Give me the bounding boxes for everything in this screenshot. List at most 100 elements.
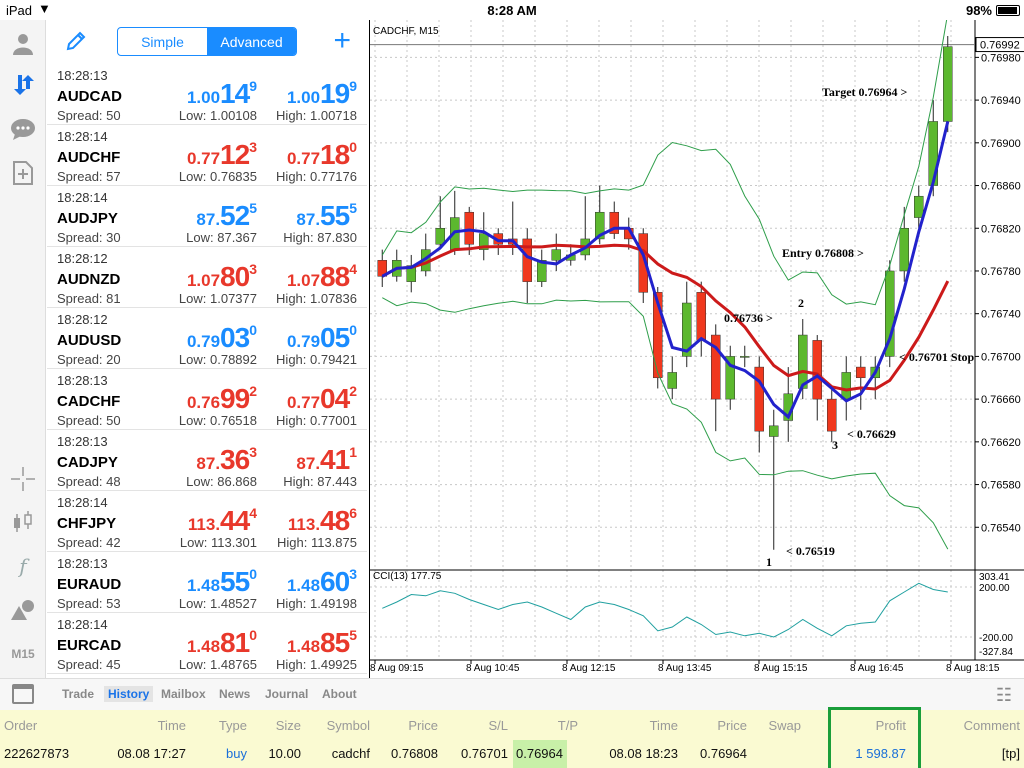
candle	[638, 233, 648, 293]
quote-spread: Spread: 42	[57, 535, 121, 550]
quote-row[interactable]: 18:28:14 EURCAD 1.48810 1.48855 Spread: 45 Lo…	[47, 613, 367, 674]
bid-price: 0.79030	[186, 322, 257, 353]
timeframe-button[interactable]: M15	[11, 647, 35, 661]
ask-price: 1.48855	[286, 627, 357, 658]
calendar-icon[interactable]	[12, 684, 34, 704]
ask-price: 0.77042	[286, 383, 357, 414]
tab-about[interactable]: About	[322, 687, 357, 701]
quotes-panel: Simple Advanced + 18:28:13 AUDCAD 1.00149 1…	[47, 20, 367, 675]
col-header[interactable]: Size	[275, 718, 301, 733]
new-document-icon[interactable]	[8, 158, 38, 188]
advanced-tab[interactable]: Advanced	[207, 28, 296, 55]
candle	[479, 233, 489, 250]
edit-icon[interactable]	[65, 30, 89, 54]
bid-price: 1.48550	[186, 566, 257, 597]
quote-symbol: EURAUD	[57, 576, 122, 593]
price-label: 0.76580	[981, 480, 1021, 492]
col-header[interactable]: Comment	[963, 718, 1020, 733]
account-icon[interactable]	[8, 28, 38, 58]
tab-news[interactable]: News	[219, 687, 251, 701]
quote-row[interactable]: 18:28:14 AUDJPY 87.525 87.555 Spread: 30 Low:…	[47, 186, 367, 247]
quote-spread: Spread: 20	[57, 352, 121, 367]
quote-low: Low: 0.78892	[178, 352, 257, 367]
col-header[interactable]: Time	[157, 718, 186, 733]
cci-label: CCI(13) 177.75	[373, 571, 442, 582]
tab-history[interactable]: History	[104, 686, 154, 702]
profit-highlight-box	[828, 707, 921, 768]
col-header[interactable]: S/L	[488, 718, 508, 733]
chart-type-icon[interactable]	[8, 507, 38, 537]
quote-high: High: 1.07836	[276, 291, 357, 306]
price-chart[interactable]: 0.76980 0.76940 0.76900 0.76860 0.76820 0.767…	[370, 20, 1024, 678]
quotes-icon[interactable]	[8, 70, 38, 100]
quote-high: High: 0.79421	[276, 352, 357, 367]
indicators-icon[interactable]: f	[19, 554, 27, 578]
col-header[interactable]: Profit	[875, 718, 906, 733]
quote-row[interactable]: 18:28:12 AUDNZD 1.07803 1.07884 Spread: 81 Lo…	[47, 247, 367, 308]
candle	[609, 211, 619, 234]
toolbox-tabs: Trade History Mailbox News Journal About ☷	[0, 678, 1024, 710]
quote-spread: Spread: 57	[57, 169, 121, 184]
quote-time: 18:28:14	[57, 129, 108, 144]
quote-symbol: CHFJPY	[57, 515, 117, 532]
ask-price: 1.07884	[286, 261, 357, 292]
add-symbol-icon[interactable]: +	[333, 24, 351, 57]
col-header[interactable]: Symbol	[326, 718, 370, 733]
quote-high: High: 1.00718	[276, 108, 357, 123]
annotation-n1: 1	[766, 555, 772, 569]
quote-row[interactable]: 18:28:13 EURAUD 1.48550 1.48603 Spread: 53 Lo…	[47, 552, 367, 613]
quote-time: 18:28:14	[57, 190, 108, 205]
layout-icon[interactable]: ☷	[995, 685, 1012, 705]
ask-price: 87.411	[296, 444, 357, 475]
quote-spread: Spread: 45	[57, 657, 121, 672]
simple-tab[interactable]: Simple	[141, 33, 184, 50]
objects-icon[interactable]	[8, 595, 38, 625]
bid-price: 87.363	[196, 444, 257, 475]
quote-row[interactable]: 18:28:14 AUDCHF 0.77123 0.77180 Spread: 57 Lo…	[47, 125, 367, 186]
candle	[551, 249, 561, 261]
chart-area[interactable]: 0.76980 0.76940 0.76900 0.76860 0.76820 0.767…	[369, 20, 1024, 678]
quote-spread: Spread: 30	[57, 230, 121, 245]
upper-band	[381, 20, 948, 306]
ask-price: 113.486	[287, 505, 357, 536]
quote-symbol: CADCHF	[57, 393, 121, 410]
time-label: 8 Aug 16:45	[850, 663, 904, 674]
col-header[interactable]: Price	[408, 718, 438, 733]
candle	[725, 356, 735, 400]
candle	[711, 334, 721, 400]
crosshair-icon[interactable]	[8, 464, 38, 494]
ask-price: 0.79050	[286, 322, 357, 353]
col-header[interactable]: Type	[218, 718, 247, 733]
time-label: 8 Aug 18:15	[946, 663, 1000, 674]
quote-time: 18:28:13	[57, 556, 108, 571]
quote-time: 18:28:12	[57, 251, 108, 266]
quote-row[interactable]: 18:28:13 AUDCAD 1.00149 1.00199 Spread: 50 Lo…	[47, 64, 367, 125]
candle	[754, 366, 764, 432]
col-header[interactable]: Order	[4, 718, 38, 733]
cell: 222627873	[4, 746, 70, 761]
time-label: 8 Aug 13:45	[658, 663, 712, 674]
cell: 0.76964	[516, 746, 563, 761]
tab-journal[interactable]: Journal	[265, 687, 309, 701]
col-header[interactable]: Time	[649, 718, 678, 733]
quote-row[interactable]: 18:28:13 CADJPY 87.363 87.411 Spread: 48 Low:…	[47, 430, 367, 491]
col-header[interactable]: Swap	[768, 718, 801, 733]
tab-trade[interactable]: Trade	[62, 687, 95, 701]
quote-row[interactable]: 18:28:14 CHFJPY 113.444 113.486 Spread: 42 Lo…	[47, 491, 367, 552]
candle	[682, 302, 692, 357]
quotes-toolbar: Simple Advanced +	[47, 20, 367, 64]
price-label: 0.76820	[981, 223, 1021, 235]
price-label: 0.76780	[981, 266, 1021, 278]
quote-row[interactable]: 18:28:13 CADCHF 0.76992 0.77042 Spread: 50 Lo…	[47, 369, 367, 430]
quote-time: 18:28:13	[57, 434, 108, 449]
wifi-icon: ▼	[38, 1, 51, 16]
tab-mailbox[interactable]: Mailbox	[161, 687, 206, 701]
cell: 08.08 17:27	[117, 746, 186, 761]
ask-price: 87.555	[296, 200, 357, 231]
col-header[interactable]: T/P	[557, 718, 578, 733]
candle	[914, 195, 924, 218]
ask-price: 1.00199	[286, 78, 357, 109]
chat-icon[interactable]	[8, 114, 38, 144]
quote-row[interactable]: 18:28:12 AUDUSD 0.79030 0.79050 Spread: 20 Lo…	[47, 308, 367, 369]
col-header[interactable]: Price	[717, 718, 747, 733]
